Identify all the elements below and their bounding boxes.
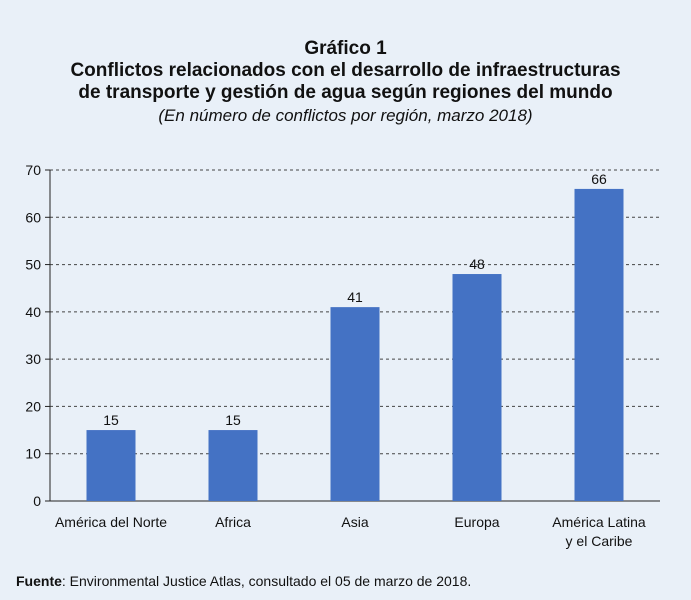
x-tick-label: Africa — [215, 514, 251, 530]
x-tick-label: Asia — [341, 514, 368, 530]
chart-title-line-2: de transporte y gestión de agua según re… — [78, 82, 613, 103]
chart-subtitle: (En número de conflictos por región, mar… — [158, 106, 533, 125]
x-tick-label: y el Caribe — [566, 533, 633, 549]
y-tick-label: 0 — [33, 493, 41, 509]
bar — [330, 307, 380, 501]
bar — [452, 274, 502, 501]
figure-label: Gráfico 1 — [304, 38, 387, 59]
source-label: Fuente — [16, 573, 62, 589]
data-label: 48 — [469, 256, 485, 272]
bar — [208, 430, 258, 501]
y-tick-label: 60 — [25, 209, 41, 225]
data-label: 15 — [103, 412, 119, 428]
chart-titles: Gráfico 1 Conflictos relacionados con el… — [0, 38, 691, 127]
x-tick-label: América del Norte — [55, 514, 167, 530]
source-text: : Environmental Justice Atlas, consultad… — [61, 573, 472, 589]
x-tick-label: Europa — [454, 514, 499, 530]
data-label: 15 — [225, 412, 241, 428]
data-label: 41 — [347, 289, 363, 305]
chart-title-line-1: Conflictos relacionados con el desarroll… — [70, 60, 621, 81]
y-tick-label: 40 — [25, 304, 41, 320]
y-tick-label: 10 — [25, 446, 41, 462]
x-tick-label: América Latina — [552, 514, 646, 530]
y-tick-label: 30 — [25, 351, 41, 367]
data-label: 66 — [591, 171, 607, 187]
y-tick-label: 50 — [25, 257, 41, 273]
bar — [574, 188, 624, 501]
y-tick-label: 70 — [25, 162, 41, 178]
source-note: Fuente: Environmental Justice Atlas, con… — [16, 573, 471, 589]
bar — [86, 430, 136, 501]
y-tick-label: 20 — [25, 398, 41, 414]
